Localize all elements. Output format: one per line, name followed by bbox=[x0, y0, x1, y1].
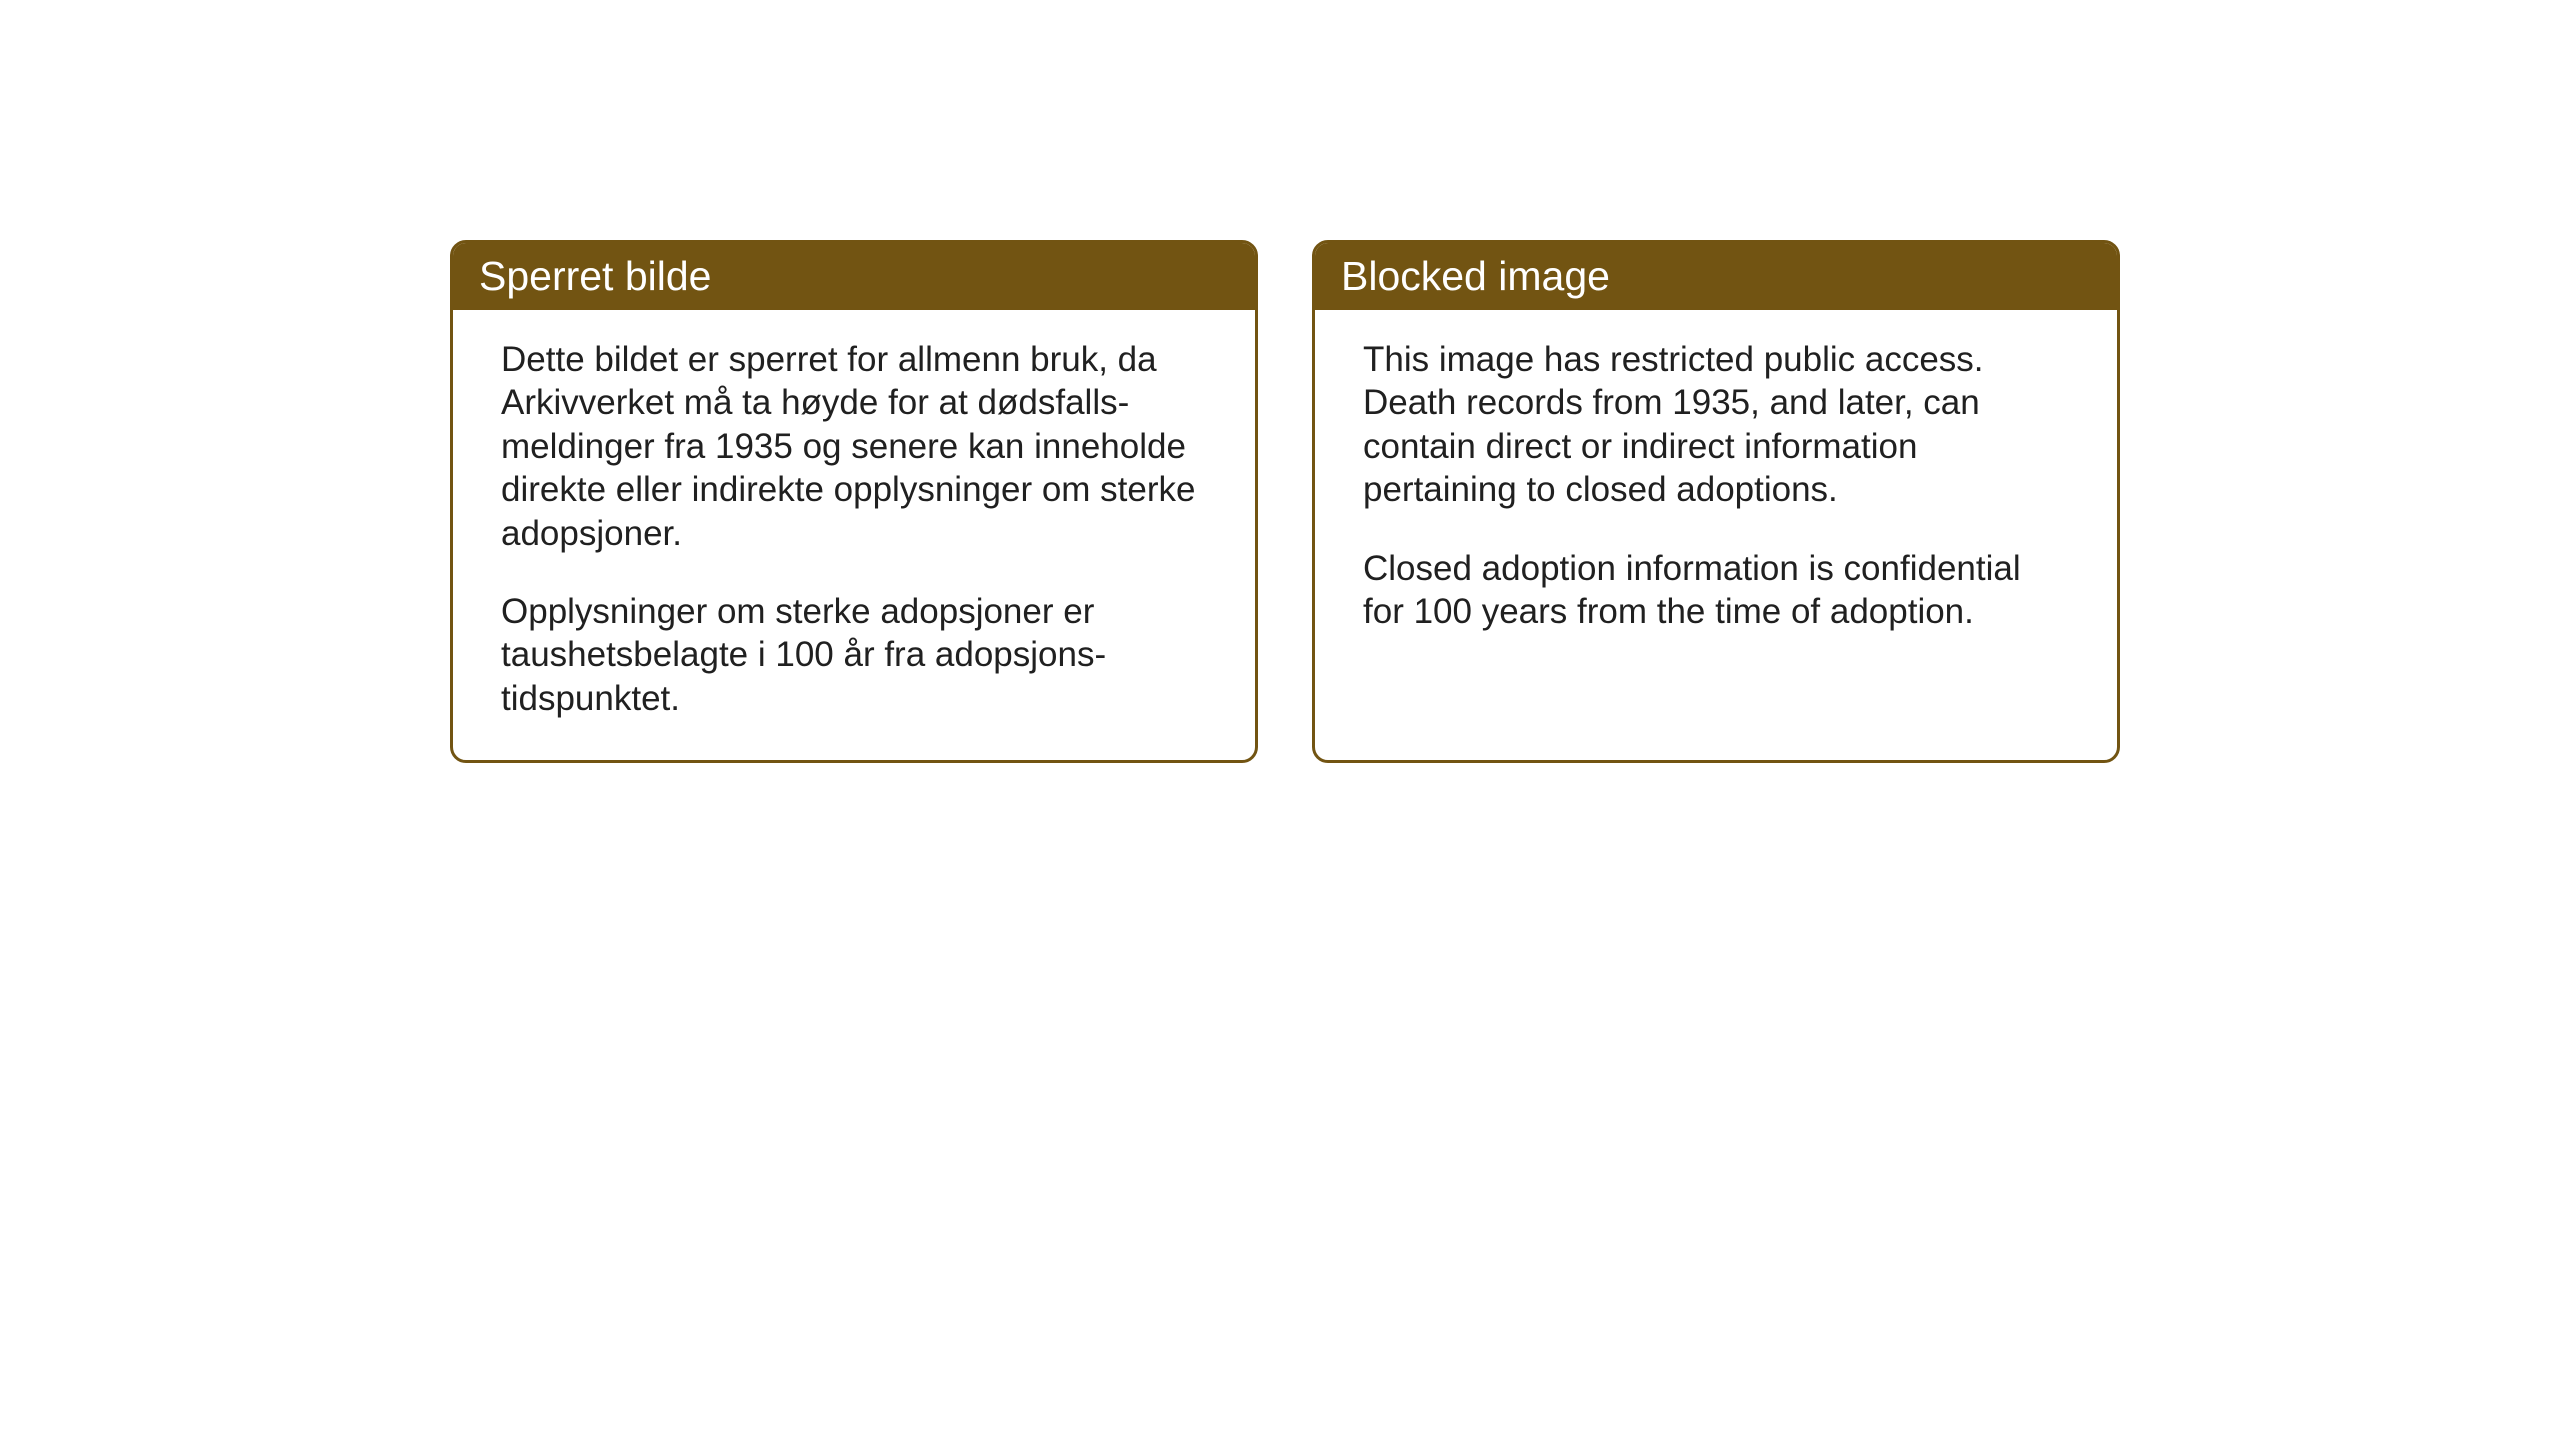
card-paragraph: Opplysninger om sterke adopsjoner er tau… bbox=[501, 590, 1207, 720]
card-header: Blocked image bbox=[1315, 243, 2117, 310]
card-title: Sperret bilde bbox=[479, 253, 711, 299]
card-body: This image has restricted public access.… bbox=[1315, 310, 2117, 760]
card-paragraph: Closed adoption information is confident… bbox=[1363, 547, 2069, 634]
card-title: Blocked image bbox=[1341, 253, 1610, 299]
notice-card-english: Blocked image This image has restricted … bbox=[1312, 240, 2120, 763]
card-paragraph: This image has restricted public access.… bbox=[1363, 338, 2069, 512]
card-header: Sperret bilde bbox=[453, 243, 1255, 310]
notice-card-norwegian: Sperret bilde Dette bildet er sperret fo… bbox=[450, 240, 1258, 763]
notice-container: Sperret bilde Dette bildet er sperret fo… bbox=[450, 240, 2120, 763]
card-body: Dette bildet er sperret for allmenn bruk… bbox=[453, 310, 1255, 760]
card-paragraph: Dette bildet er sperret for allmenn bruk… bbox=[501, 338, 1207, 555]
